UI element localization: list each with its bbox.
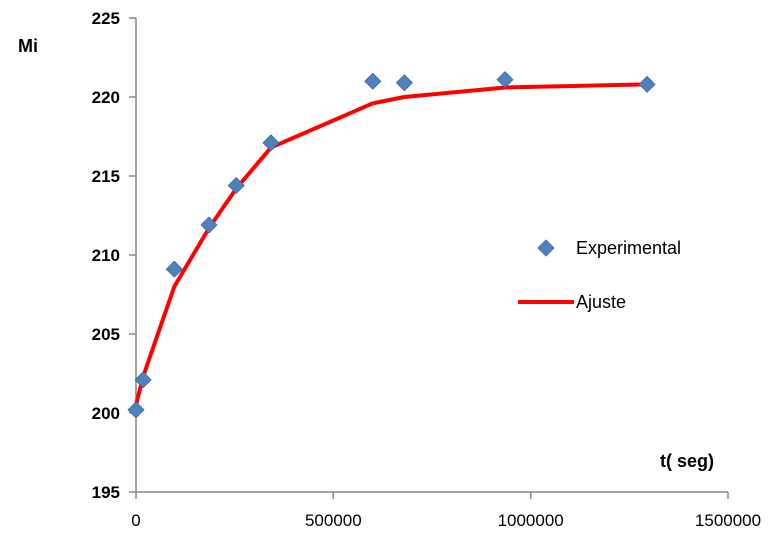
data-point <box>638 75 656 93</box>
data-point <box>165 260 183 278</box>
data-point <box>364 72 382 90</box>
data-point <box>262 134 280 152</box>
x-axis-ticks: 0 500000 1000000 1500000 <box>131 492 761 530</box>
y-tick-label: 215 <box>92 167 120 186</box>
legend-label: Ajuste <box>576 292 626 312</box>
x-tick-label: 1500000 <box>695 511 761 530</box>
marker-series <box>127 71 656 419</box>
y-tick-label: 210 <box>92 246 120 265</box>
legend-swatch-diamond <box>537 239 555 257</box>
data-point <box>127 401 145 419</box>
y-axis-ticks: 195 200 205 210 215 220 225 <box>92 9 136 502</box>
x-tick-label: 1000000 <box>498 511 564 530</box>
y-axis-title: Mi <box>18 36 38 56</box>
data-point <box>496 71 514 89</box>
x-tick-label: 500000 <box>305 511 362 530</box>
x-tick-label: 0 <box>131 511 140 530</box>
y-tick-label: 200 <box>92 404 120 423</box>
data-point <box>200 216 218 234</box>
line-series <box>134 82 648 406</box>
x-axis-title: t( seg) <box>660 451 714 471</box>
data-point <box>227 176 245 195</box>
y-tick-label: 225 <box>92 9 120 28</box>
y-tick-label: 205 <box>92 325 120 344</box>
fit-line <box>134 82 648 406</box>
y-tick-label: 195 <box>92 483 120 502</box>
y-tick-label: 220 <box>92 88 120 107</box>
data-point <box>134 371 152 389</box>
legend-label: Experimental <box>576 238 681 258</box>
data-point <box>395 74 413 92</box>
legend: Experimental Ajuste <box>518 238 681 312</box>
